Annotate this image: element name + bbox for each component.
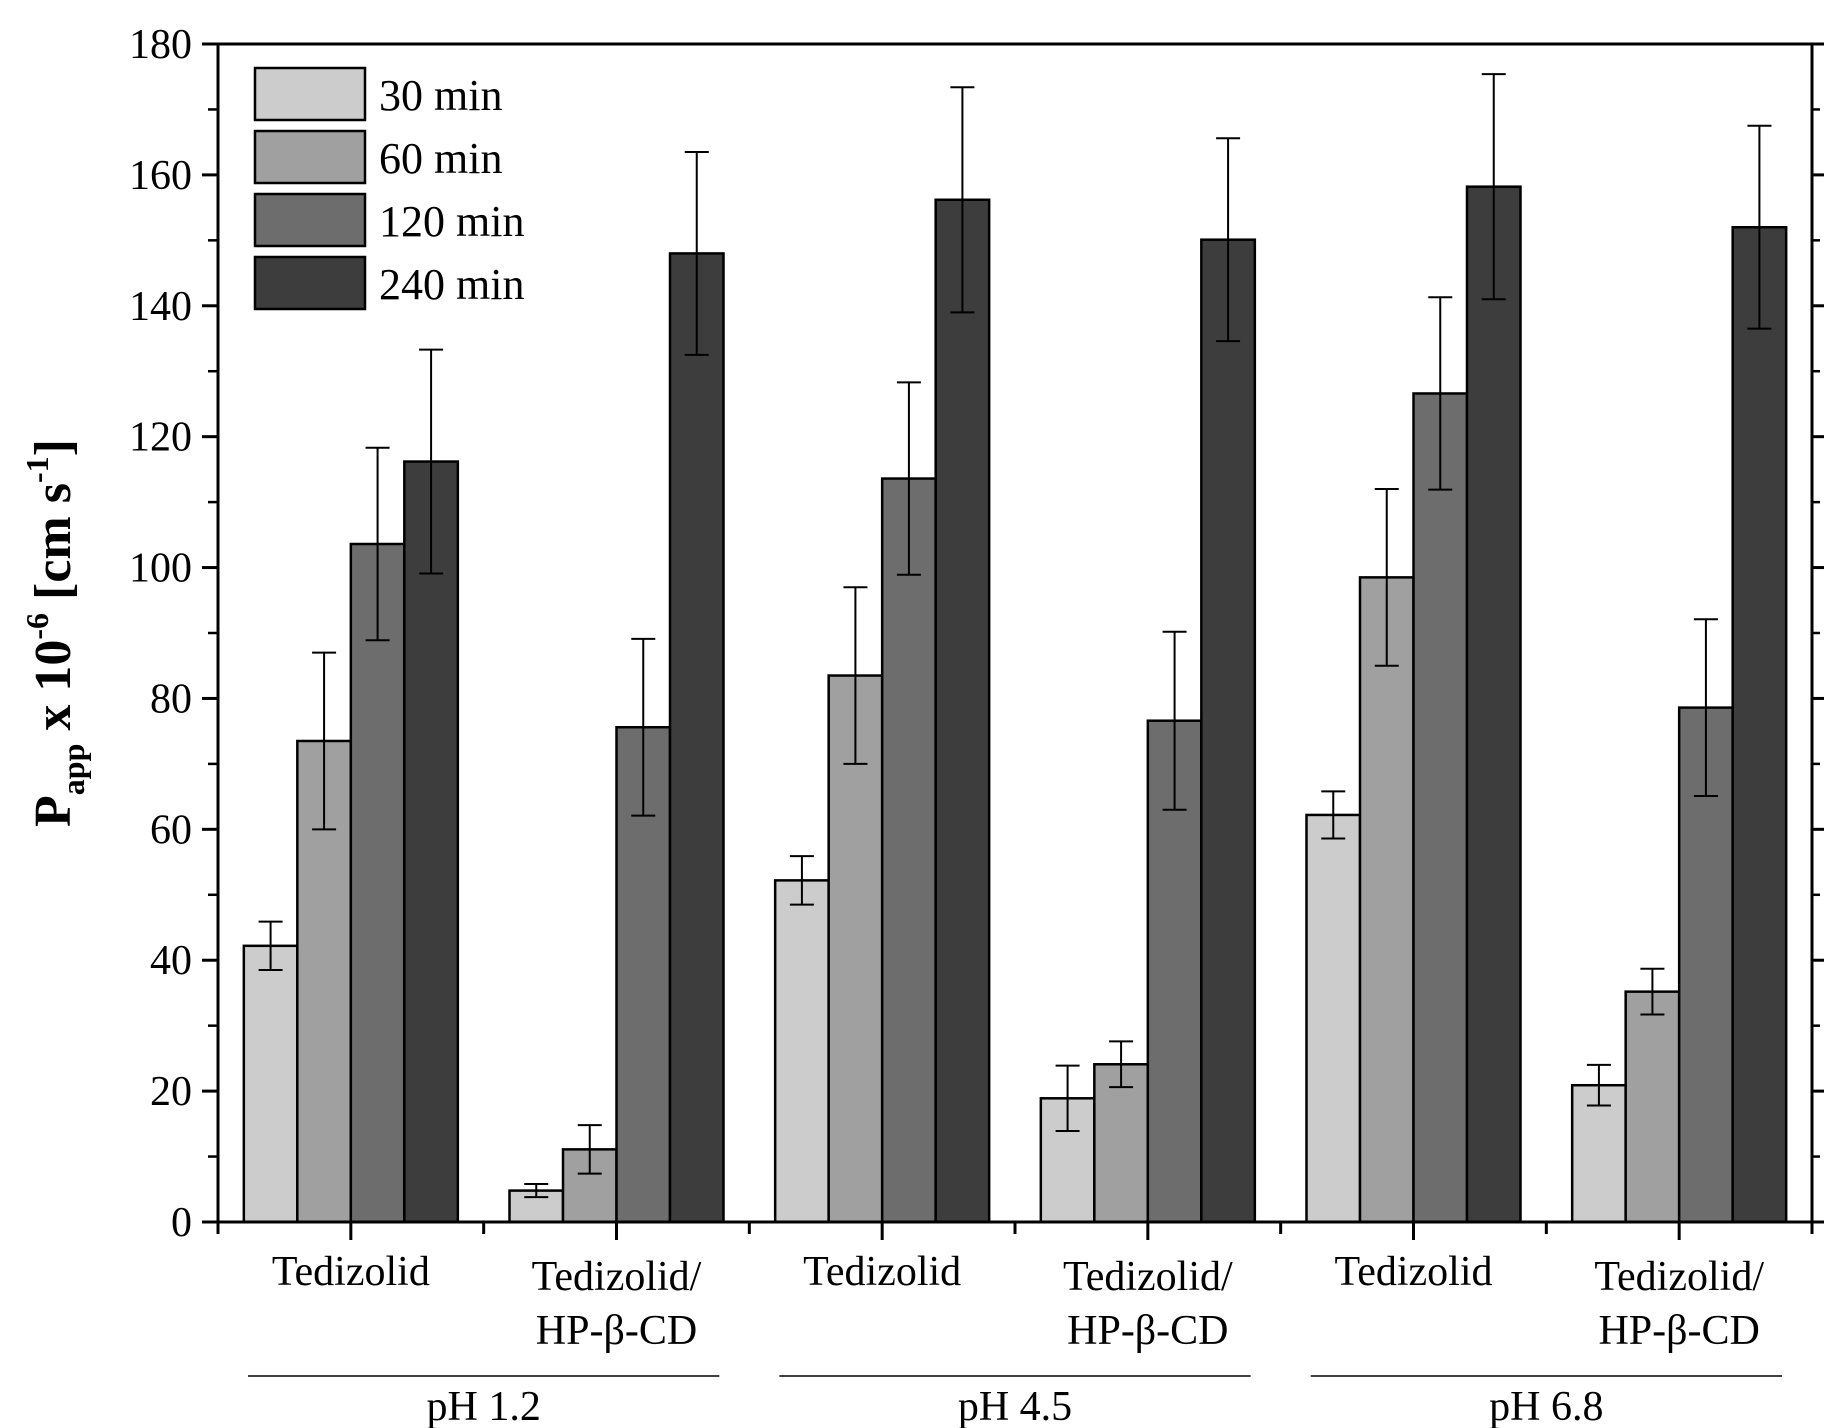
- y-tick-label: 40: [150, 938, 192, 984]
- bar: [773, 879, 830, 1224]
- bar: [1305, 813, 1362, 1224]
- category-label: Tedizolid: [803, 1249, 961, 1295]
- category-label: Tedizolid: [1334, 1249, 1492, 1295]
- bar: [1200, 238, 1257, 1224]
- bar: [934, 198, 991, 1224]
- bar: [668, 252, 725, 1224]
- legend-label: 60 min: [379, 134, 502, 183]
- category-label: Tedizolid/: [1063, 1254, 1233, 1300]
- bar: [403, 460, 460, 1224]
- legend-label: 240 min: [379, 260, 524, 309]
- category-labels: Tedizolid Tedizolid/HP-β-CD Tedizolid Tediz…: [248, 1249, 1782, 1428]
- ticks-layer: 0 20 40 60 80 100 120 140 160 180: [129, 22, 1824, 1246]
- y-axis-label-text: Papp x 10-6 [cm s-1]: [19, 439, 91, 827]
- y-tick-label: 120: [129, 415, 192, 461]
- bar: [242, 944, 299, 1224]
- bar: [349, 542, 406, 1224]
- legend: 30 min 60 min 120 min 240 min: [253, 66, 524, 311]
- group-label: pH 1.2: [426, 1384, 540, 1428]
- y-tick-label: 60: [150, 807, 192, 853]
- y-tick-label: 160: [129, 153, 192, 199]
- y-tick-label: 100: [129, 546, 192, 592]
- group-label: pH 4.5: [958, 1384, 1072, 1428]
- y-axis-label: Papp x 10-6 [cm s-1]: [19, 439, 91, 827]
- legend-swatch: [253, 66, 367, 122]
- legend-swatch: [253, 192, 367, 248]
- legend-swatch: [253, 255, 367, 311]
- y-tick-label: 180: [129, 22, 192, 68]
- y-tick-label: 80: [150, 676, 192, 722]
- bars-layer: [242, 185, 1788, 1224]
- legend-swatch: [253, 129, 367, 185]
- group-label: pH 6.8: [1489, 1384, 1603, 1428]
- category-label: Tedizolid/: [532, 1254, 702, 1300]
- bar: [880, 477, 937, 1224]
- bar: [1731, 225, 1788, 1224]
- legend-label: 120 min: [379, 197, 524, 246]
- category-label: HP-β-CD: [536, 1308, 697, 1354]
- error-bars-layer: [258, 73, 1772, 1199]
- legend-label: 30 min: [379, 71, 502, 120]
- y-tick-label: 140: [129, 284, 192, 330]
- bar: [1465, 185, 1522, 1224]
- category-label: HP-β-CD: [1067, 1308, 1228, 1354]
- category-label: Tedizolid/: [1594, 1254, 1764, 1300]
- bar: [1358, 576, 1415, 1224]
- bar: [1412, 392, 1469, 1224]
- y-tick-label: 20: [150, 1069, 192, 1115]
- y-tick-label: 0: [171, 1200, 192, 1246]
- category-label: Tedizolid: [272, 1249, 430, 1295]
- category-label: HP-β-CD: [1598, 1308, 1759, 1354]
- bar: [1624, 990, 1681, 1224]
